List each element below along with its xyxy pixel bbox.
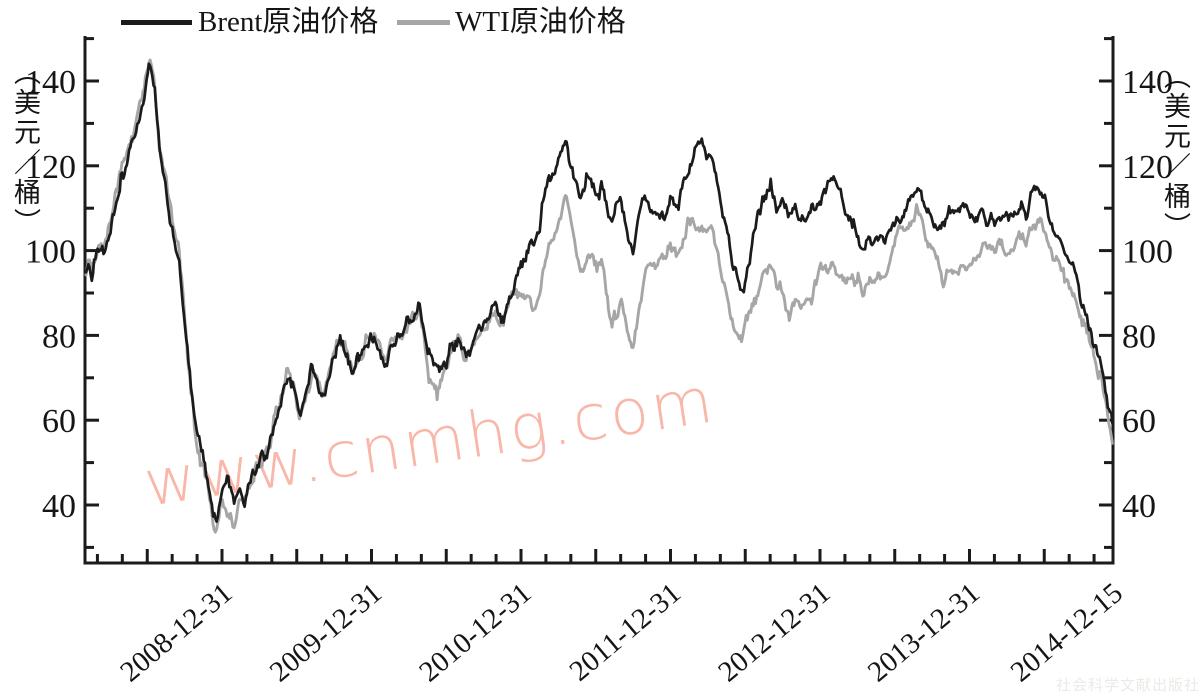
y-tick-label: 40	[1122, 488, 1156, 525]
wti-series-line	[84, 58, 1114, 534]
y-axis-unit-label-left: （美元／桶）	[10, 58, 40, 238]
legend-brent-line-swatch	[121, 20, 192, 25]
x-tick-label: 2008-12-31	[114, 577, 238, 689]
x-tick-label: 2011-12-31	[564, 577, 687, 688]
publisher-credit: 社会科学文献出版社	[1056, 678, 1199, 694]
y-tick-label: 140	[1122, 64, 1173, 101]
x-tick-label: 2012-12-31	[712, 577, 836, 689]
legend-wti-label: WTI原油价格	[455, 6, 626, 38]
brent-series-line	[84, 62, 1114, 523]
y-axis-unit-label-right: （美元／桶）	[1160, 62, 1190, 242]
y-tick-label: 80	[42, 318, 76, 355]
y-tick-label: 120	[25, 149, 76, 186]
legend-brent-label: Brent原油价格	[198, 6, 379, 38]
y-tick-label: 60	[42, 403, 76, 440]
y-tick-label: 80	[1122, 318, 1156, 355]
y-tick-label: 100	[25, 234, 76, 271]
x-tick-label: 2010-12-31	[413, 577, 537, 689]
legend-wti-line-swatch	[397, 20, 450, 25]
y-tick-label: 40	[42, 488, 76, 525]
y-tick-label: 140	[25, 64, 76, 101]
y-tick-label: 60	[1122, 403, 1156, 440]
x-tick-label: 2014-12-15	[1005, 577, 1129, 689]
x-tick-label: 2013-12-31	[862, 577, 986, 689]
y-tick-label: 100	[1122, 234, 1173, 271]
y-tick-label: 120	[1122, 149, 1173, 186]
x-tick-label: 2009-12-31	[264, 577, 388, 689]
